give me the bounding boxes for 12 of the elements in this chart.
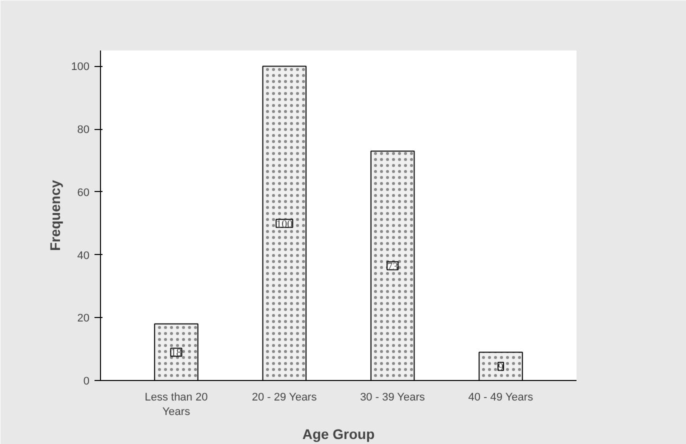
- y-tick-label: 100: [71, 61, 90, 74]
- x-tick-label: 20 - 29 Years: [252, 392, 318, 404]
- y-tick-label: 0: [83, 376, 90, 388]
- y-axis-title: Frequency: [47, 180, 64, 251]
- y-tick-label: 20: [77, 312, 90, 325]
- x-tick-label: 30 - 39 Years: [360, 392, 426, 404]
- y-tick-label: 80: [77, 124, 90, 136]
- y-tick-label: 40: [77, 250, 90, 262]
- x-tick-label: 40 - 49 Years: [468, 392, 534, 404]
- x-axis-title: Age Group: [302, 426, 375, 442]
- y-tick-label: 60: [77, 186, 90, 199]
- x-tick-label: Less than 20 Years: [144, 392, 208, 418]
